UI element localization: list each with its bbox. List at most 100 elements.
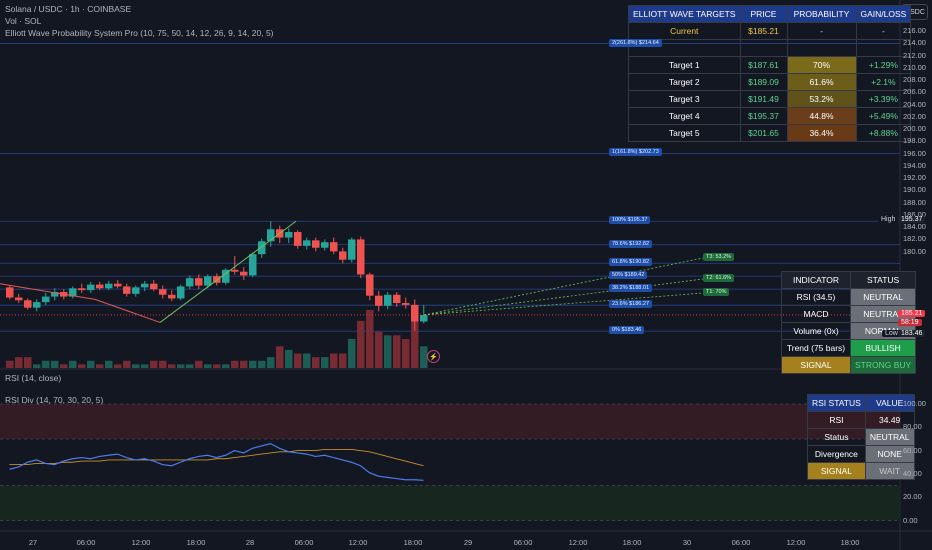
rsi-overbought-zone	[0, 404, 900, 439]
indicator-trend-label: Trend (75 bars)	[781, 339, 851, 357]
status-header: STATUS	[849, 271, 917, 289]
volume-bar	[132, 364, 140, 368]
target-5-gain: +8.88%	[855, 124, 912, 142]
time-tick: 06:00	[731, 538, 751, 547]
candle-body	[51, 291, 59, 297]
volume-bar	[51, 360, 59, 368]
volume-bar	[159, 360, 167, 368]
target-5-label: Target 5	[628, 124, 741, 142]
price-tick: 190.00	[903, 185, 926, 195]
rsi-status-table: RSI STATUS VALUE RSI 34.49 Status NEUTRA…	[807, 394, 915, 480]
volume-bar	[366, 310, 374, 368]
rsi-signal-value: WAIT	[864, 462, 915, 480]
time-tick: 06:00	[76, 538, 96, 547]
indicator-signal-status: STRONG BUY	[849, 356, 917, 374]
volume-bar	[60, 364, 68, 368]
candle-body	[285, 232, 293, 238]
price-tick: 196.00	[903, 148, 926, 158]
volume-bar	[303, 353, 311, 368]
high-label: High	[878, 216, 899, 223]
indicator-rsi-label: RSI (34.5)	[781, 288, 851, 306]
candle-body	[213, 276, 221, 283]
time-tick: 12:00	[348, 538, 368, 547]
target-5-probability: 36.4%	[786, 124, 857, 142]
volume-bar	[285, 349, 293, 368]
price-tick: 182.00	[903, 234, 926, 244]
target-4-price: $195.37	[739, 107, 788, 125]
time-tick: 18:00	[403, 538, 423, 547]
target-4-probability: 44.8%	[786, 107, 857, 125]
countdown-tag: 58:19	[898, 319, 922, 326]
candle-body	[222, 269, 230, 283]
volume-bar	[267, 357, 275, 368]
target-5-price: $201.65	[739, 124, 788, 142]
fib-level-label: 78.6% $192.82	[609, 239, 653, 248]
target-3-label: Target 3	[628, 90, 741, 108]
indicator-macd-status: NEUTRAL	[849, 305, 917, 323]
current-price: $185.21	[739, 22, 788, 40]
rsi-status-value: NEUTRAL	[864, 428, 915, 446]
price-tick: 180.00	[903, 246, 926, 256]
volume-bar	[78, 364, 86, 368]
volume-bar	[222, 364, 230, 368]
volume-bar	[123, 360, 131, 368]
price-tick: 210.00	[903, 62, 926, 72]
price-tick: 206.00	[903, 87, 926, 97]
candle-body	[375, 295, 383, 306]
rsi-div-indicator-label[interactable]: RSI Div (14, 70, 30, 20, 5)	[5, 395, 104, 405]
candle-body	[384, 294, 392, 306]
price-tick: 186.00	[903, 209, 926, 219]
volume-bar	[96, 364, 104, 368]
volume-indicator-label[interactable]: Vol · SOL	[5, 16, 42, 26]
current-price-tag: 185.21	[898, 310, 926, 317]
time-tick: 18:00	[622, 538, 642, 547]
lightning-event-icon[interactable]: ⚡	[427, 350, 440, 363]
rsi-indicator-label[interactable]: RSI (14, close)	[5, 373, 62, 383]
fib-level-label: 61.8% $190.82	[609, 258, 653, 267]
volume-bar	[24, 357, 32, 368]
candle-body	[330, 242, 338, 252]
candle-body	[150, 283, 158, 290]
rsi-tick: 80.00	[903, 422, 922, 432]
candle-body	[411, 304, 419, 322]
targets-header-label: ELLIOTT WAVE TARGETS	[628, 5, 741, 23]
candle-body	[249, 254, 257, 276]
symbol-title[interactable]: Solana / USDC · 1h · COINBASE	[5, 4, 132, 14]
target-2-price: $189.09	[739, 73, 788, 91]
candle-body	[393, 294, 401, 304]
volume-bar	[186, 364, 194, 368]
candle-body	[33, 302, 41, 308]
volume-bar	[321, 357, 329, 368]
elliott-indicator-label[interactable]: Elliott Wave Probability System Pro (10,…	[5, 28, 274, 38]
price-tick: 202.00	[903, 111, 926, 121]
volume-bar	[195, 360, 203, 368]
rsi-label: RSI	[807, 411, 866, 429]
time-tick: 18:00	[840, 538, 860, 547]
volume-bar	[258, 360, 266, 368]
time-tick: 12:00	[568, 538, 588, 547]
target-2-label: Target 2	[628, 73, 741, 91]
fib-level-label: 1(161.8%) $202.73	[609, 148, 662, 157]
price-tick: 188.00	[903, 197, 926, 207]
volume-bar	[402, 339, 410, 368]
price-tick: 184.00	[903, 222, 926, 231]
volume-bar	[393, 335, 401, 368]
candle-body	[186, 278, 194, 287]
rsi-status-header: RSI STATUS	[807, 394, 866, 412]
volume-bar	[114, 364, 122, 368]
targets-header-probability: PROBABILITY	[786, 5, 857, 23]
candle-body	[42, 296, 50, 303]
indicator-macd-label: MACD	[781, 305, 851, 323]
volume-bar	[69, 360, 77, 368]
candle-body	[258, 241, 266, 255]
volume-bar	[420, 346, 428, 368]
volume-bar	[42, 360, 50, 368]
time-tick: 06:00	[513, 538, 533, 547]
target-projection-line	[423, 292, 704, 316]
volume-bar	[105, 360, 113, 368]
rsi-oversold-zone	[0, 485, 900, 521]
target-projection-line	[423, 257, 704, 316]
time-tick: 27	[28, 538, 38, 547]
volume-bar	[213, 364, 221, 368]
volume-bar	[240, 360, 248, 368]
